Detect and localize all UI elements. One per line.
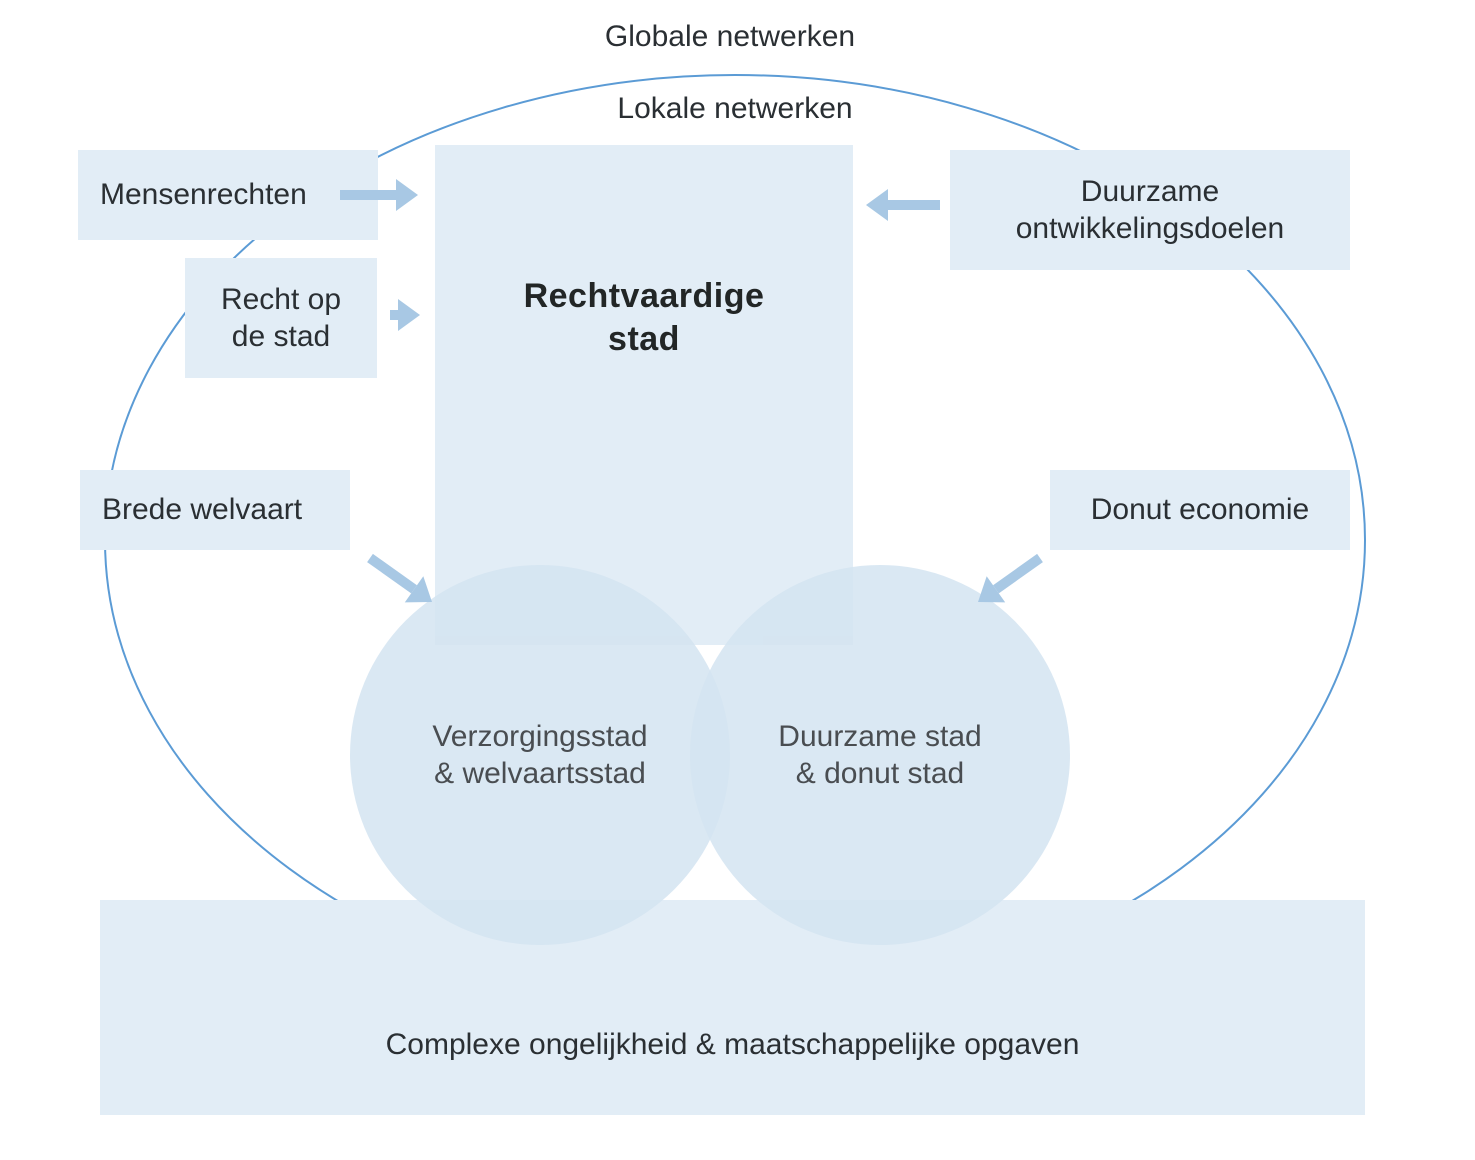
center-title-line2: stad xyxy=(608,320,680,358)
circle-duurzame-stad-line2: & donut stad xyxy=(796,757,964,790)
label-global-networks: Globale netwerken xyxy=(470,18,990,60)
label-local-text: Lokale netwerken xyxy=(617,92,852,125)
box-brede-welvaart-label: Brede welvaart xyxy=(102,491,302,529)
box-recht-op-de-stad: Recht op de stad xyxy=(185,258,377,378)
box-mensenrechten: Mensenrechten xyxy=(78,150,378,240)
box-donut-economie-label: Donut economie xyxy=(1091,491,1309,529)
center-title: Rechtvaardige stad xyxy=(524,275,765,360)
box-duurzame-line1: Duurzame xyxy=(1081,175,1219,208)
box-brede-welvaart: Brede welvaart xyxy=(80,470,350,550)
label-global-text: Globale netwerken xyxy=(605,20,855,53)
box-recht-op-de-stad-line1: Recht op xyxy=(221,283,341,316)
diagram-stage: Complexe ongelijkheid & maatschappelijke… xyxy=(0,0,1475,1160)
circle-verzorgingsstad-line2: & welvaartsstad xyxy=(434,757,646,790)
arrow-recht-op-de-stad-head xyxy=(398,299,420,331)
center-title-line1: Rechtvaardige xyxy=(524,277,765,315)
label-local-networks: Lokale netwerken xyxy=(485,90,985,132)
circle-duurzame-stad: Duurzame stad & donut stad xyxy=(690,565,1070,945)
bottom-bar-label: Complexe ongelijkheid & maatschappelijke… xyxy=(386,1026,1080,1064)
arrow-mensenrechten-head xyxy=(396,179,418,211)
box-mensenrechten-label: Mensenrechten xyxy=(100,176,307,214)
box-duurzame-line2: ontwikkelingsdoelen xyxy=(1016,212,1285,245)
arrow-donut-economie xyxy=(996,558,1040,589)
circle-verzorgingsstad: Verzorgingsstad & welvaartsstad xyxy=(350,565,730,945)
box-donut-economie: Donut economie xyxy=(1050,470,1350,550)
circle-verzorgingsstad-line1: Verzorgingsstad xyxy=(432,720,647,753)
arrow-brede-welvaart-head xyxy=(405,576,432,602)
arrow-brede-welvaart xyxy=(370,558,414,589)
circle-duurzame-stad-line1: Duurzame stad xyxy=(778,720,981,753)
arrow-duurzame-ontwikkelingsdoelen-head xyxy=(866,189,888,221)
bottom-bar: Complexe ongelijkheid & maatschappelijke… xyxy=(100,900,1365,1115)
box-recht-op-de-stad-line2: de stad xyxy=(232,320,330,353)
box-duurzame-ontwikkelingsdoelen: Duurzame ontwikkelingsdoelen xyxy=(950,150,1350,270)
